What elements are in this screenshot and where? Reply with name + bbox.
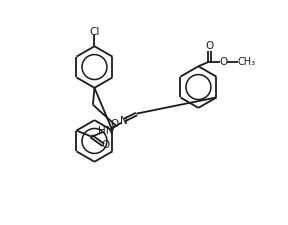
- Text: O: O: [111, 119, 119, 129]
- Text: N: N: [120, 116, 128, 126]
- Text: Cl: Cl: [89, 27, 100, 37]
- Text: CH₃: CH₃: [237, 57, 255, 67]
- Text: O: O: [102, 140, 110, 150]
- Text: HN: HN: [98, 126, 113, 136]
- Text: O: O: [219, 57, 227, 67]
- Text: O: O: [205, 41, 213, 51]
